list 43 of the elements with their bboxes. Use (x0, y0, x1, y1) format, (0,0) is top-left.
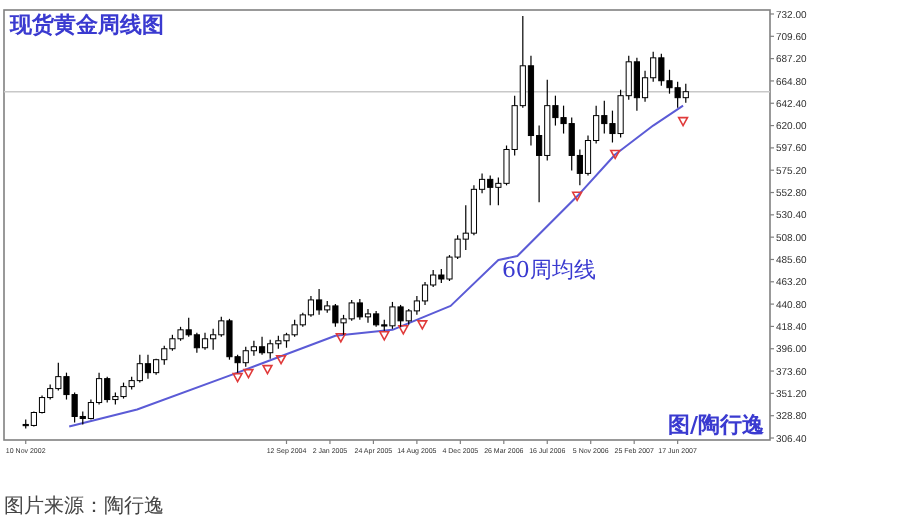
point (262, 364, 273, 375)
candlestick (315, 288, 323, 316)
point (571, 191, 583, 202)
candlestick (389, 301, 396, 330)
candlestick (332, 303, 339, 328)
candlestick (364, 308, 372, 324)
candlestick (242, 346, 249, 368)
candlestick (470, 184, 478, 236)
candlestick (674, 81, 681, 109)
candlestick (348, 299, 355, 322)
annotation: 图/陶行逸 (667, 412, 766, 438)
candlestick (104, 376, 111, 404)
candlestick (226, 318, 233, 361)
candlestick (136, 354, 143, 384)
candlestick (682, 83, 689, 104)
point (398, 325, 409, 335)
text: 图片来源：陶行逸 (4, 494, 164, 518)
candlestick (356, 298, 363, 321)
point (609, 149, 621, 160)
candlestick (658, 53, 665, 87)
candlestick (267, 339, 274, 360)
candlestick (487, 174, 494, 206)
candlestick (258, 336, 266, 356)
candlestick (193, 332, 200, 354)
candlestick (210, 328, 217, 351)
candlestick (568, 117, 575, 171)
point (417, 320, 428, 330)
point (379, 330, 390, 341)
candlestick (601, 100, 608, 135)
candlestick (144, 354, 152, 380)
point (232, 372, 243, 383)
candlestick (161, 345, 168, 366)
candlestick (421, 281, 429, 306)
point (243, 368, 254, 379)
candlestick (55, 362, 62, 392)
candlestick (633, 57, 640, 112)
point (677, 116, 689, 127)
candlestick (250, 340, 257, 357)
point (275, 354, 287, 365)
annotation: 60周均线 (501, 256, 596, 283)
point (335, 332, 347, 343)
chart-title: 现货黄金周线图 (8, 12, 164, 38)
candlestick (307, 295, 315, 318)
